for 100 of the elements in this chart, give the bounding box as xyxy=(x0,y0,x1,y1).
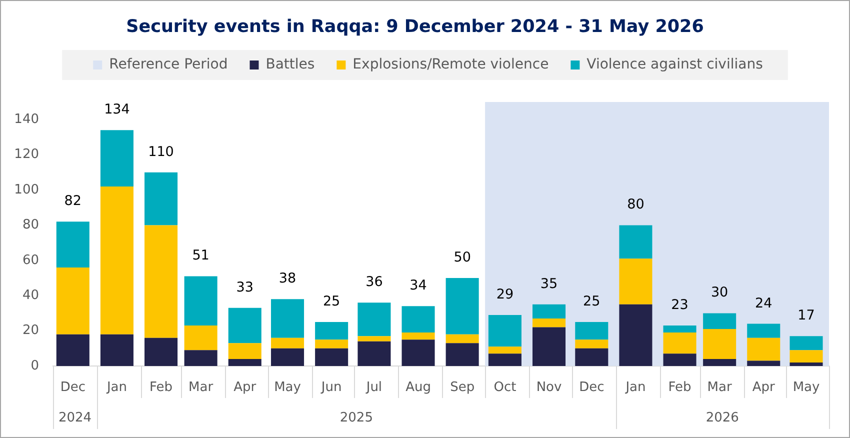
x-tick-label: Apr xyxy=(234,380,257,396)
text: 2025 xyxy=(340,410,373,426)
y-tick-label: 0 xyxy=(30,358,39,374)
bar xyxy=(358,336,391,342)
bar xyxy=(228,343,262,359)
total-label: 17 xyxy=(798,308,815,324)
total-label: 23 xyxy=(671,297,688,314)
bar xyxy=(488,314,522,347)
bar xyxy=(184,350,218,366)
bar xyxy=(270,348,304,366)
x-tick-label: Mar xyxy=(707,380,732,396)
bar xyxy=(315,340,348,348)
x-tick-label: Sep xyxy=(450,380,475,396)
total-label: 34 xyxy=(410,278,427,294)
x-tick-label: Mar xyxy=(188,380,214,396)
x-tick-label: May xyxy=(792,380,820,396)
bar xyxy=(532,318,566,328)
total-label: 134 xyxy=(104,102,130,118)
bar xyxy=(747,360,780,366)
bar xyxy=(144,172,178,226)
bar xyxy=(270,338,304,348)
bar xyxy=(703,358,736,366)
bar xyxy=(402,332,435,340)
bar xyxy=(56,334,90,366)
x-tick-label: Jan xyxy=(624,380,646,396)
bar xyxy=(532,304,566,318)
bar xyxy=(619,304,652,366)
x-tick-label: Jul xyxy=(365,380,382,396)
bar xyxy=(228,308,262,344)
bar xyxy=(747,338,780,361)
bar xyxy=(663,354,696,366)
bar xyxy=(358,302,391,336)
bar xyxy=(790,350,823,362)
x-tick-label: Apr xyxy=(752,380,776,396)
bar xyxy=(402,340,435,366)
bar xyxy=(100,130,134,186)
y-tick-label: 100 xyxy=(14,182,39,198)
bar xyxy=(446,334,479,344)
text: 2024 xyxy=(58,410,92,426)
total-label: 110 xyxy=(148,144,174,160)
y-tick-label: 60 xyxy=(22,252,39,268)
bar xyxy=(663,326,696,333)
bar xyxy=(315,322,348,340)
bar xyxy=(184,326,218,350)
x-tick-label: Nov xyxy=(536,380,562,396)
legend-label: Battles xyxy=(266,56,315,73)
bar xyxy=(446,343,479,366)
x-tick-label: Jan xyxy=(106,380,127,396)
bar xyxy=(619,258,652,304)
total-label: 80 xyxy=(627,196,644,213)
x-tick-label: Jun xyxy=(320,380,342,396)
bar xyxy=(663,332,696,354)
x-tick-label: May xyxy=(274,380,302,396)
bar xyxy=(144,225,178,338)
bar xyxy=(358,341,391,366)
bar xyxy=(144,338,178,366)
bar xyxy=(402,306,435,333)
x-tick-label: Oct xyxy=(494,380,516,396)
legend-label: Explosions/Remote violence xyxy=(352,56,549,73)
bar xyxy=(315,348,348,366)
bar xyxy=(56,267,90,334)
total-label: 50 xyxy=(454,250,471,266)
total-label: 35 xyxy=(540,276,558,292)
total-label: 36 xyxy=(366,274,383,290)
bar xyxy=(488,346,522,354)
bar xyxy=(575,322,608,340)
bar xyxy=(532,327,566,366)
bar xyxy=(184,276,218,326)
chart-title: Security events in Raqqa: 9 December 2024 - 31 May 2026 xyxy=(126,17,704,38)
bar xyxy=(790,362,823,366)
bar xyxy=(575,348,608,366)
total-label: 38 xyxy=(278,270,296,287)
y-tick-label: 20 xyxy=(22,323,39,338)
bar xyxy=(575,340,608,348)
total-label: 25 xyxy=(583,294,600,310)
total-label: 30 xyxy=(710,284,728,301)
total-label: 29 xyxy=(496,286,514,302)
bar xyxy=(100,186,134,334)
total-label: 82 xyxy=(64,193,82,210)
total-label: 25 xyxy=(322,294,340,310)
x-tick-label: Dec xyxy=(579,380,604,396)
x-tick-label: Feb xyxy=(668,380,692,396)
bar xyxy=(56,222,90,268)
y-tick-label: 120 xyxy=(14,147,39,162)
y-tick-label: 40 xyxy=(22,288,39,303)
bar xyxy=(790,336,823,350)
bar xyxy=(270,299,304,338)
x-tick-label: Aug xyxy=(406,380,431,396)
bar xyxy=(703,329,736,359)
bar xyxy=(619,225,652,259)
legend-label: Violence against civilians xyxy=(586,56,763,73)
bar xyxy=(446,278,479,334)
y-tick-label: 80 xyxy=(22,218,39,233)
total-label: 24 xyxy=(755,295,772,312)
legend-label: Reference Period xyxy=(109,56,228,73)
bar xyxy=(228,358,262,366)
total-label: 51 xyxy=(192,248,210,264)
y-tick-label: 140 xyxy=(14,112,39,127)
bar xyxy=(100,334,134,366)
x-tick-label: Feb xyxy=(150,380,173,396)
